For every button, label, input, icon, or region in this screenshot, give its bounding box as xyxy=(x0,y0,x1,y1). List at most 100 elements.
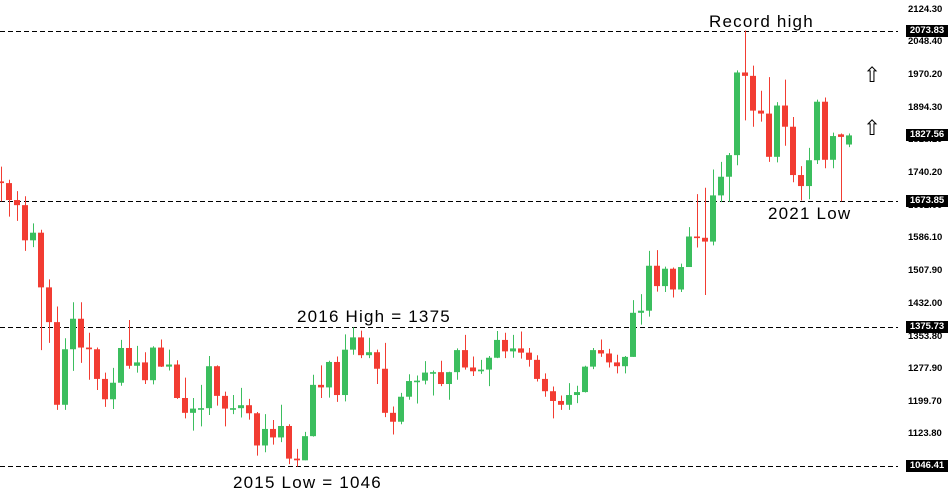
y-axis-tick-label: 1970.20 xyxy=(908,69,943,81)
candle-body xyxy=(342,349,348,396)
candle-body xyxy=(838,134,844,137)
candle-body xyxy=(30,232,36,241)
y-axis-tick-label: 2048.40 xyxy=(908,36,943,48)
candle-body xyxy=(574,392,580,396)
candle-body xyxy=(142,362,148,381)
annotation-2015-low: 2015 Low = 1046 xyxy=(233,473,382,492)
candle-body xyxy=(238,405,244,409)
candle-body xyxy=(150,347,156,381)
candle-body xyxy=(566,395,572,405)
annotation-2021-low: 2021 Low xyxy=(768,204,852,223)
y-axis-tick-label: 1123.80 xyxy=(908,428,942,440)
candle-body xyxy=(430,372,436,374)
candle-body xyxy=(486,357,492,370)
candle-body xyxy=(286,425,292,459)
candle-body xyxy=(86,347,92,350)
candle-body xyxy=(382,368,388,413)
candle-body xyxy=(662,268,668,287)
candle-body xyxy=(518,348,524,353)
candle-body xyxy=(718,176,724,196)
candle-body xyxy=(702,237,708,242)
candle-body xyxy=(0,181,4,184)
candle-body xyxy=(526,352,532,360)
price-badge: 2073.83 xyxy=(906,25,948,37)
price-axis: 2124.302048.401970.201894.301818.101740.… xyxy=(900,0,950,495)
candle-body xyxy=(374,352,380,369)
up-arrow-icon: ⇧ xyxy=(863,117,881,140)
candle-body xyxy=(782,105,788,127)
y-axis-tick-label: 1740.20 xyxy=(908,166,943,178)
candle-body xyxy=(502,339,508,352)
price-badge: 1827.56 xyxy=(906,129,948,142)
candle-body xyxy=(198,408,204,410)
candle-body xyxy=(758,110,764,114)
candle-body xyxy=(590,350,596,367)
candle-body xyxy=(454,350,460,373)
candle-body xyxy=(558,400,564,405)
candle-body xyxy=(646,265,652,311)
candle-body xyxy=(582,366,588,393)
candle-body xyxy=(478,369,484,372)
candle-body xyxy=(406,381,412,397)
candle-body xyxy=(550,391,556,401)
y-axis-tick-label: 1507.90 xyxy=(908,265,943,277)
price-badge: 1375.73 xyxy=(906,320,948,333)
candle-body xyxy=(390,412,396,422)
candle-body xyxy=(230,408,236,410)
candle-body xyxy=(54,322,60,405)
candle-body xyxy=(6,183,12,201)
candle-body xyxy=(742,72,748,76)
candle-body xyxy=(334,361,340,396)
candle-body xyxy=(606,353,612,363)
candle-body xyxy=(278,425,284,438)
candle-body xyxy=(310,384,316,437)
candle-body xyxy=(510,348,516,352)
candle-body xyxy=(630,312,636,357)
candle-body xyxy=(46,287,52,323)
candle-body xyxy=(190,408,196,413)
candle-body xyxy=(542,378,548,392)
candle-body xyxy=(670,268,676,290)
candle-body xyxy=(710,195,716,242)
candle-body xyxy=(846,135,852,145)
price-badge: 1046.41 xyxy=(906,460,948,473)
candle-body xyxy=(398,396,404,422)
candle-body xyxy=(694,236,700,239)
candle-body xyxy=(318,384,324,388)
candle-body xyxy=(222,395,228,409)
candle-body xyxy=(446,372,452,385)
candle-body xyxy=(22,205,28,241)
candle-body xyxy=(126,347,132,366)
candle-body xyxy=(806,160,812,187)
candle-body xyxy=(774,105,780,157)
candle-body xyxy=(686,236,692,268)
candle-body xyxy=(438,372,444,385)
candle-body xyxy=(326,361,332,388)
candle-body xyxy=(254,413,260,446)
candle-body xyxy=(134,362,140,366)
candle-body xyxy=(94,349,100,379)
candle-body xyxy=(622,356,628,367)
annotation-record-high: Record high xyxy=(709,12,814,31)
candle-body xyxy=(462,350,468,368)
candle-body xyxy=(118,347,124,383)
candle-body xyxy=(790,126,796,176)
candle-body xyxy=(654,265,660,287)
candle-body xyxy=(174,364,180,399)
y-axis-tick-label: 1353.80 xyxy=(908,330,943,342)
candle-body xyxy=(70,318,76,350)
candle-body xyxy=(206,366,212,409)
candle-body xyxy=(638,310,644,313)
candle-body xyxy=(102,378,108,400)
candle-body xyxy=(830,136,836,160)
y-axis-tick-label: 1199.70 xyxy=(908,396,942,408)
candle-body xyxy=(358,337,364,356)
candle-body xyxy=(422,372,428,381)
candle-body xyxy=(262,428,268,446)
price-badge: 1673.85 xyxy=(906,194,948,207)
candle-body xyxy=(78,318,84,348)
candle-body xyxy=(598,350,604,354)
y-axis-tick-label: 1277.90 xyxy=(908,362,943,374)
annotation-2016-high: 2016 High = 1375 xyxy=(297,307,451,326)
